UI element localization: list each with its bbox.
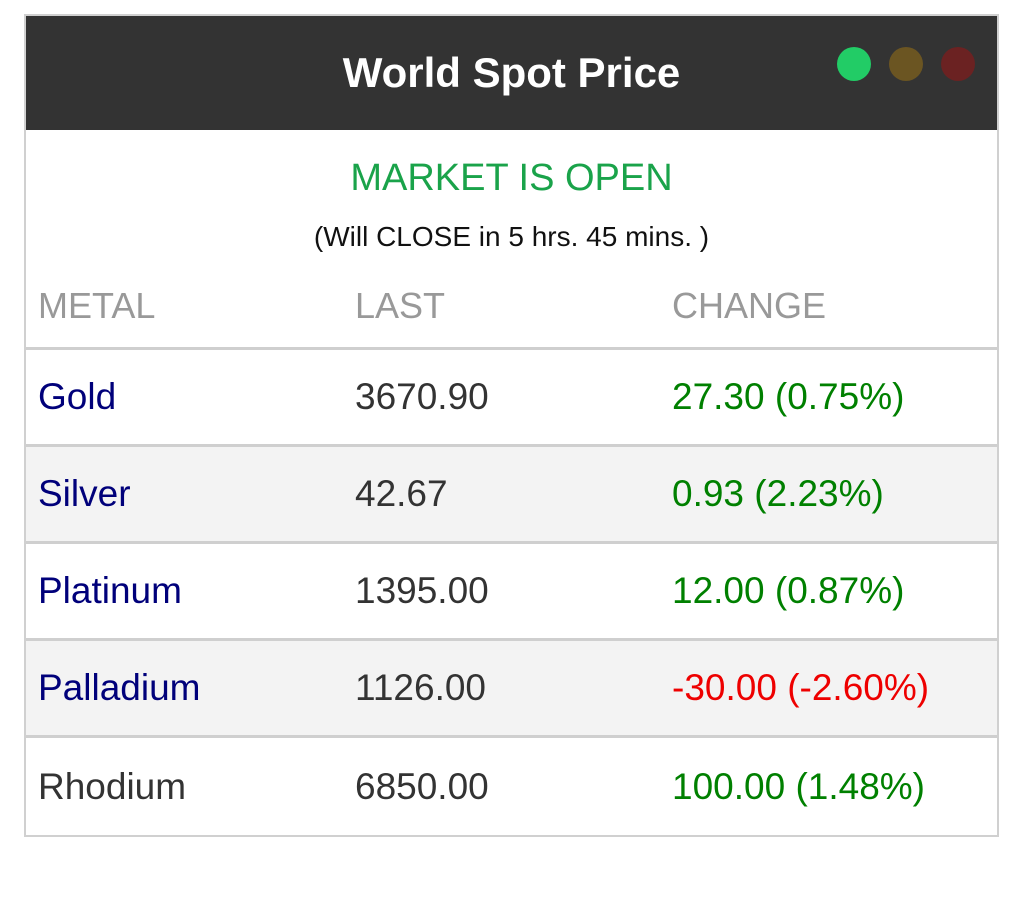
table-header: METAL LAST CHANGE — [26, 254, 997, 350]
price-change: 12.00 (0.87%) — [672, 570, 905, 611]
metal-link-gold[interactable]: Gold — [38, 376, 117, 417]
table-row: Palladium 1126.00 -30.00 (-2.60%) — [26, 641, 997, 738]
price-change: 100.00 (1.48%) — [672, 765, 926, 807]
market-status: MARKET IS OPEN (Will CLOSE in 5 hrs. 45 … — [26, 130, 997, 254]
spot-price-widget: World Spot Price MARKET IS OPEN (Will CL… — [24, 14, 999, 837]
price-change: 0.93 (2.23%) — [672, 473, 884, 514]
metal-link-platinum[interactable]: Platinum — [38, 570, 182, 611]
market-close-countdown: (Will CLOSE in 5 hrs. 45 mins. ) — [313, 221, 710, 252]
table-row: Silver 42.67 0.93 (2.23%) — [26, 447, 997, 544]
last-price: 1126.00 — [355, 667, 486, 708]
header-change: CHANGE — [672, 284, 827, 326]
price-table: Gold 3670.90 27.30 (0.75%) Silver 42.67 … — [26, 350, 997, 835]
metal-name-rhodium: Rhodium — [38, 765, 187, 807]
last-price: 42.67 — [355, 473, 448, 514]
red-dot-icon — [941, 47, 975, 81]
amber-dot-icon — [889, 47, 923, 81]
market-status-label: MARKET IS OPEN — [350, 157, 673, 199]
title-bar: World Spot Price — [26, 16, 997, 130]
green-dot-icon — [837, 47, 871, 81]
table-row: Rhodium 6850.00 100.00 (1.48%) — [26, 738, 997, 835]
metal-link-palladium[interactable]: Palladium — [38, 667, 201, 708]
table-row: Platinum 1395.00 12.00 (0.87%) — [26, 544, 997, 641]
widget-title: World Spot Price — [342, 49, 681, 96]
last-price: 3670.90 — [355, 376, 489, 417]
price-change: -30.00 (-2.60%) — [672, 667, 930, 708]
price-change: 27.30 (0.75%) — [672, 376, 905, 417]
metal-link-silver[interactable]: Silver — [38, 473, 131, 514]
header-metal: METAL — [38, 284, 156, 326]
last-price: 1395.00 — [355, 570, 489, 611]
last-price: 6850.00 — [355, 765, 489, 807]
window-dots — [837, 47, 975, 81]
table-row: Gold 3670.90 27.30 (0.75%) — [26, 350, 997, 447]
header-last: LAST — [355, 284, 446, 326]
